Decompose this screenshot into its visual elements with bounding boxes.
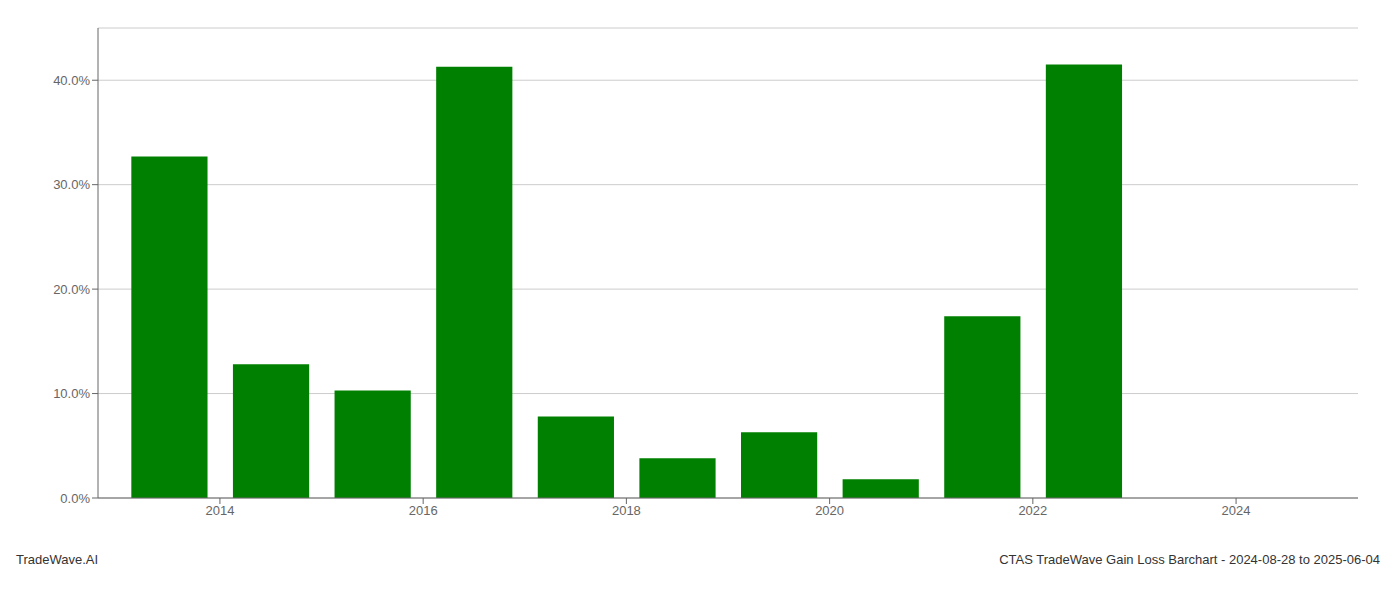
html-text:CTAS TradeWave Gain Loss Barch: CTAS TradeWave Gain Loss Barchart - 2024… xyxy=(999,552,1380,567)
svg-text:20.0%: 20.0% xyxy=(53,282,90,297)
svg-text:40.0%: 40.0% xyxy=(53,73,90,88)
svg-text:2018: 2018 xyxy=(612,503,641,518)
svg-text:10.0%: 10.0% xyxy=(53,386,90,401)
svg-text:2024: 2024 xyxy=(1222,503,1251,518)
svg-text:2016: 2016 xyxy=(409,503,438,518)
svg-text:30.0%: 30.0% xyxy=(53,177,90,192)
svg-text:2014: 2014 xyxy=(205,503,234,518)
svg-text:2022: 2022 xyxy=(1018,503,1047,518)
svg-text:2020: 2020 xyxy=(815,503,844,518)
svg-text:0.0%: 0.0% xyxy=(60,491,90,506)
html-text:TradeWave.AI: TradeWave.AI xyxy=(16,552,99,567)
